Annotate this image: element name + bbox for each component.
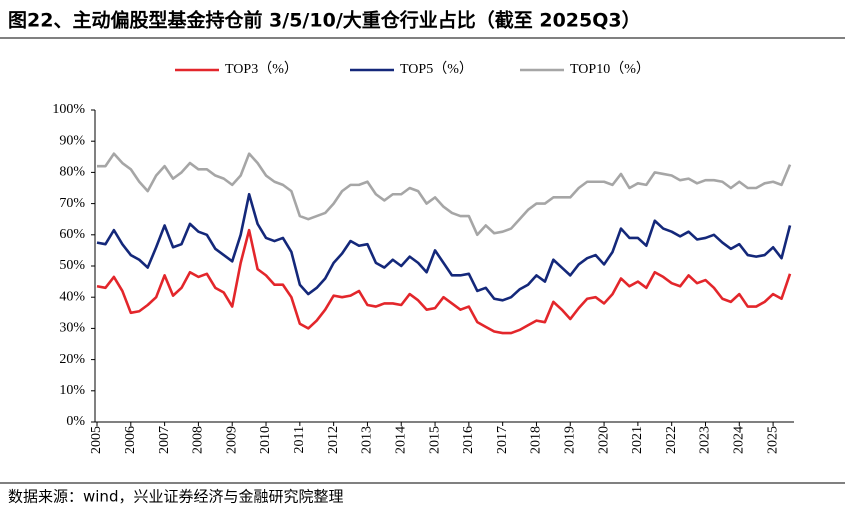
x-tick-label: 2008	[191, 426, 206, 454]
x-tick-label: 2023	[698, 426, 713, 454]
x-tick-label: 2011	[292, 426, 307, 453]
x-tick-label: 2021	[630, 426, 645, 454]
x-tick-label: 2016	[461, 426, 476, 454]
x-tick-label: 2007	[157, 426, 172, 454]
series-line	[97, 152, 792, 237]
source-note: 数据来源：wind，兴业证券经济与金融研究院整理	[8, 488, 343, 506]
legend-label: TOP5（%）	[400, 61, 473, 77]
x-tick-label: 2009	[224, 426, 239, 454]
x-tick-label: 2012	[326, 426, 341, 454]
y-tick-label: 10%	[59, 383, 85, 398]
chart-title: 图22、主动偏股型基金持仓前 3/5/10/大重仓行业占比（截至 2025Q3）	[8, 9, 641, 32]
x-tick-label: 2018	[529, 426, 544, 454]
x-tick-label: 2020	[596, 426, 611, 454]
x-tick-label: 2019	[562, 426, 577, 454]
y-tick-label: 100%	[52, 102, 85, 117]
y-tick-label: 50%	[59, 258, 85, 273]
y-tick-label: 70%	[59, 196, 85, 211]
x-tick-label: 2013	[360, 426, 375, 454]
series-line	[96, 228, 792, 335]
x-tick-label: 2010	[258, 426, 273, 454]
x-tick-label: 2024	[732, 426, 747, 454]
x-tick-label: 2017	[495, 426, 510, 454]
x-tick-label: 2025	[765, 426, 780, 454]
y-tick-label: 40%	[59, 289, 85, 304]
x-tick-label: 2006	[123, 426, 138, 454]
y-tick-label: 90%	[59, 133, 85, 148]
y-tick-label: 60%	[59, 227, 85, 242]
y-tick-label: 0%	[66, 414, 85, 429]
series-line	[96, 192, 792, 302]
y-tick-label: 30%	[59, 321, 85, 336]
x-tick-label: 2022	[664, 426, 679, 454]
x-tick-label: 2014	[393, 426, 408, 454]
x-tick-label: 2015	[427, 426, 442, 454]
y-tick-label: 20%	[59, 352, 85, 367]
legend-label: TOP3（%）	[225, 61, 298, 77]
legend-label: TOP10（%）	[570, 61, 650, 77]
y-tick-label: 80%	[59, 165, 85, 180]
x-tick-label: 2005	[89, 426, 104, 454]
